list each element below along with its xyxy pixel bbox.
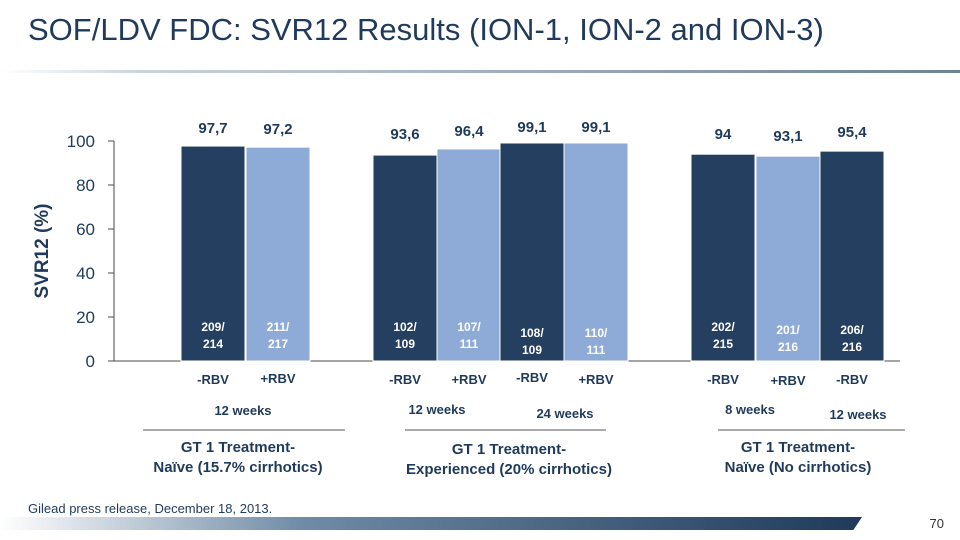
- bar-value-label: 99,1: [581, 119, 610, 136]
- bar-treatment-label: -RBV: [197, 372, 229, 387]
- bar-treatment-label: +RBV: [770, 373, 805, 388]
- y-tick-label: 0: [86, 352, 95, 371]
- title-divider: [0, 70, 960, 73]
- group-label: GT 1 Treatment-Naïve (No cirrhotics): [725, 439, 872, 476]
- duration-label: 12 weeks: [829, 407, 886, 422]
- bar-treatment-label: -RBV: [836, 372, 868, 387]
- bar-value-label: 93,6: [390, 126, 419, 143]
- bar-treatment-label: +RBV: [260, 371, 295, 386]
- bar-treatment-label: +RBV: [451, 372, 486, 387]
- y-tick-label: 80: [76, 176, 95, 195]
- bar-treatment-label: -RBV: [707, 372, 739, 387]
- footer-bar: [0, 517, 862, 530]
- bar-n-label: 110/111: [585, 326, 608, 357]
- bar-value-label: 99,1: [517, 119, 546, 136]
- source-footnote: Gilead press release, December 18, 2013.: [28, 501, 273, 516]
- y-tick-label: 100: [67, 132, 95, 151]
- bar-treatment-label: -RBV: [516, 370, 548, 385]
- duration-label: 12 weeks: [214, 403, 271, 418]
- y-tick-label: 20: [76, 308, 95, 327]
- bar-value-label: 97,7: [198, 120, 227, 137]
- bar-n-label: 209/214: [201, 320, 225, 351]
- slide-number: 70: [929, 516, 944, 531]
- duration-label: 12 weeks: [408, 402, 465, 417]
- group-label: GT 1 Treatment-Experienced (20% cirrhoti…: [406, 441, 612, 478]
- bar-n-label: 206/216: [840, 323, 864, 354]
- duration-label: 24 weeks: [536, 406, 593, 421]
- bar-value-label: 94: [715, 126, 732, 143]
- bar-8: [755, 155, 821, 362]
- bar-value-label: 93,1: [773, 128, 802, 145]
- bar-n-label: 108/109: [520, 326, 544, 357]
- bar-n-label: 102/109: [393, 320, 417, 351]
- bar-value-label: 95,4: [837, 124, 867, 141]
- bar-5: [499, 142, 565, 362]
- bar-n-label: 201/216: [776, 323, 800, 354]
- y-tick-label: 60: [76, 220, 95, 239]
- bar-n-label: 107/111: [457, 320, 481, 351]
- bar-3: [372, 154, 438, 362]
- bar-1: [180, 145, 246, 362]
- bar-n-label: 202/215: [711, 320, 735, 351]
- bar-2: [245, 146, 311, 362]
- bar-value-label: 96,4: [454, 123, 484, 140]
- bar-9: [819, 150, 885, 362]
- bar-6: [563, 142, 629, 362]
- bar-treatment-label: +RBV: [578, 372, 613, 387]
- bar-treatment-label: -RBV: [389, 372, 421, 387]
- bar-7: [690, 153, 756, 362]
- bar-n-label: 211/217: [267, 320, 290, 351]
- y-axis-label: SVR12 (%): [32, 203, 53, 298]
- y-tick-label: 40: [76, 264, 95, 283]
- group-label: GT 1 Treatment-Naïve (15.7% cirrhotics): [153, 439, 322, 476]
- duration-label: 8 weeks: [725, 402, 775, 417]
- bar-value-label: 97,2: [263, 121, 292, 138]
- slide-title: SOF/LDV FDC: SVR12 Results (ION-1, ION-2…: [28, 12, 824, 47]
